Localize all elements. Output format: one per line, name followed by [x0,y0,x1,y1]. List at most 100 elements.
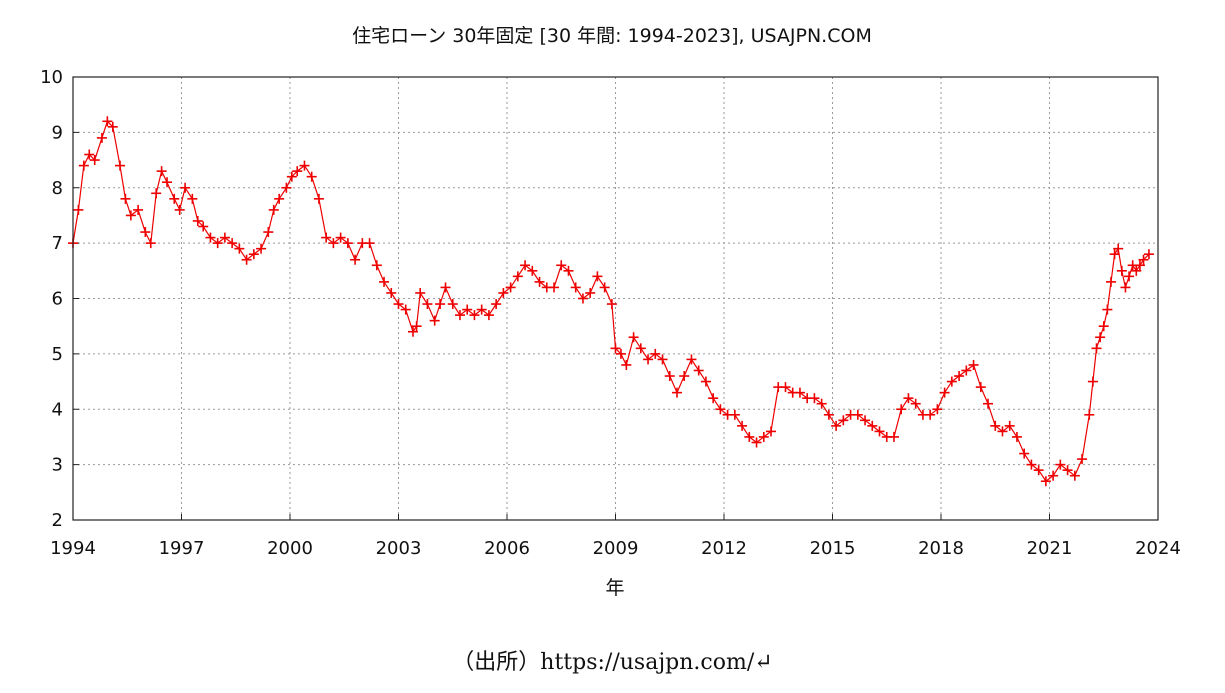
data-point [286,171,297,182]
data-point [635,343,646,354]
data-point [505,282,516,293]
data-point [435,299,446,310]
data-point [621,359,632,370]
data-point [400,304,411,315]
data-point [407,326,418,337]
data-point [939,387,950,398]
data-point [187,193,198,204]
data-point [328,238,339,249]
data-point [615,348,626,359]
data-point [650,348,661,359]
y-tick-label-2: 2 [52,510,63,531]
data-point [592,271,603,282]
data-point [715,404,726,415]
data-point [162,177,173,188]
x-tick-label-2024: 2024 [1135,538,1181,559]
data-point [371,260,382,271]
mortgage-rate-chart: 住宅ローン 30年固定 [30 年間: 1994-2023], USAJPN.C… [40,25,1181,599]
data-point [447,299,458,310]
data-point [751,437,762,448]
data-point [888,431,899,442]
x-tick-label-2000: 2000 [267,538,313,559]
data-point [140,227,151,238]
data-point [156,166,167,177]
data-point [700,376,711,387]
x-tick-label-2018: 2018 [918,538,964,559]
data-point [1134,260,1145,271]
data-point [975,382,986,393]
data-point [585,287,596,298]
data-point [1120,282,1131,293]
data-point [983,398,994,409]
data-point [483,310,494,321]
x-axis-label: 年 [605,577,624,599]
data-point [174,204,185,215]
x-tick-label-2003: 2003 [376,538,422,559]
data-point [860,415,871,426]
data-point [1091,343,1102,354]
data-point [73,204,84,215]
data-point [671,387,682,398]
x-tick-label-2015: 2015 [810,538,856,559]
data-point [422,299,433,310]
x-tick-labels: 1994 1997 2000 2003 2006 2009 2012 2015 2018 2021… [50,538,1181,559]
data-point [268,204,279,215]
data-point [306,171,317,182]
plot-frame [72,76,1159,521]
data-point [321,232,332,243]
y-tick-label-5: 5 [52,344,63,365]
data-point [180,182,191,193]
data-point [1062,465,1073,476]
data-point [1087,376,1098,387]
data-point [364,238,375,249]
x-tick-label-2012: 2012 [701,538,747,559]
data-point [512,271,523,282]
data-point [151,188,162,199]
data-point [903,393,914,404]
data-point [1143,249,1154,260]
data-point [386,287,397,298]
data-point [744,431,755,442]
data-point [737,420,748,431]
data-point [766,426,777,437]
data-point [96,132,107,143]
data-point [679,371,690,382]
y-tick-label-6: 6 [52,289,63,310]
data-point [107,121,118,132]
y-tick-label-3: 3 [52,455,63,476]
data-point [1098,321,1109,332]
data-point [313,193,324,204]
data-point [729,409,740,420]
data-point [1040,476,1051,487]
data-point [664,371,675,382]
data-point [520,260,531,271]
data-point [429,315,440,326]
data-point [78,160,89,171]
data-point [102,116,113,127]
y-tick-labels: 2 3 4 5 6 7 8 9 10 [40,67,63,531]
x-tick-label-1997: 1997 [159,538,205,559]
data-point [556,260,567,271]
data-point [643,354,654,365]
data-point [794,387,805,398]
data-point [606,299,617,310]
data-point [115,160,126,171]
data-point [1069,470,1080,481]
data-point [932,404,943,415]
data-point [534,276,545,287]
y-tick-label-4: 4 [52,399,63,420]
data-point [852,409,863,420]
data-point [961,365,972,376]
data-point [954,371,965,382]
y-tick-label-10: 10 [40,67,63,88]
data-point [1124,271,1135,282]
data-point [342,238,353,249]
data-point [350,254,361,265]
data-point [990,420,1001,431]
data-point [476,304,487,315]
data-point [498,287,509,298]
data-point [997,426,1008,437]
data-point [1138,254,1149,265]
data-point [120,193,131,204]
x-tick-label-1994: 1994 [50,538,96,559]
